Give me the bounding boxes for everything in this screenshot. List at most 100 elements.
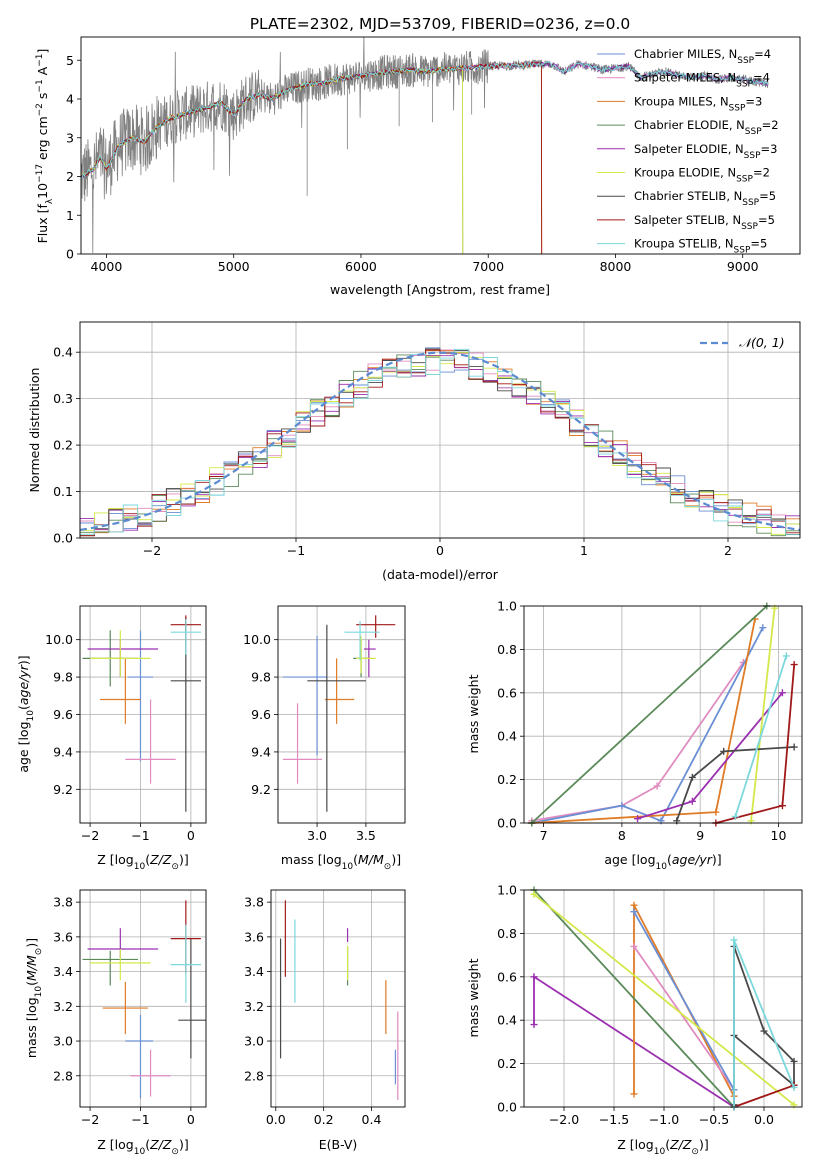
y-tick-label: 3.4 (244, 964, 264, 979)
y-axis-label: mass weight (466, 674, 481, 753)
y-tick-label: 0.6 (497, 969, 517, 984)
y-tick-label: 0.3 (53, 391, 73, 406)
x-axis-label: age [log10(age/yr)] (604, 852, 721, 872)
label-part: 10 (26, 710, 36, 722)
label-part: SSP (744, 151, 761, 161)
y-tick-label: 9.4 (251, 744, 271, 759)
plot-area (279, 900, 399, 1101)
label-part: 10 (34, 986, 44, 998)
residual-histogram-panel: −2 −1 0 1 2 0.0 0.1 0.2 0.3 0.4 𝒩(0, 1) (data-model… (27, 321, 801, 582)
x-axis-label: wavelength [Angstrom, rest frame] (330, 282, 550, 297)
y-tick-label: 3.2 (244, 999, 264, 1014)
series-marker (790, 743, 798, 751)
y-tick-label: 0.0 (497, 816, 517, 831)
y-tick-label: 1.0 (497, 599, 517, 614)
label-part: ⊙ (34, 948, 44, 956)
y-tick-label: 0.8 (497, 642, 517, 657)
label-part: =4 (754, 47, 771, 61)
y-tick-label: 9.2 (251, 782, 271, 797)
series-marker (630, 1090, 638, 1098)
label-part: Kroupa STELIB, N (634, 237, 734, 251)
series-marker (630, 942, 638, 950)
series-marker (730, 936, 738, 944)
series-marker (778, 689, 786, 697)
label-part: SSP (734, 246, 751, 256)
label-part: ⊙ (171, 1147, 179, 1157)
label-part: λ (45, 198, 55, 204)
y-tick-label: 3.8 (244, 895, 264, 910)
y-tick-label: 0.4 (497, 729, 517, 744)
label-part: Chabrier STELIB, N (634, 189, 742, 203)
y-tick-label: 0.0 (53, 531, 73, 546)
x-tick-label: 9000 (727, 259, 759, 274)
series-marker (720, 747, 728, 755)
plot-area (530, 886, 798, 1111)
label-part: SSP (745, 127, 762, 137)
x-tick-label: 0 (187, 828, 195, 843)
label-part: ( (667, 852, 672, 867)
y-tick-label: 0.4 (53, 345, 73, 360)
label-part: SSP (737, 56, 754, 66)
label-part: Salpeter ELODIE, N (634, 142, 744, 156)
label-part: =2 (762, 118, 779, 132)
x-tick-label: 0.4 (362, 1112, 382, 1127)
x-tick-label: 1 (580, 543, 588, 558)
age-vs-metallicity-panel: −2 −1 09.29.49.69.810.0Z [log10(Z/Z⊙)]age … (16, 605, 207, 872)
spectrum-model-line (81, 62, 543, 254)
x-axis-label: Z [log10(Z/Z⊙)] (97, 1137, 188, 1157)
legend-label: Kroupa STELIB, NSSP=5 (634, 237, 767, 256)
y-tick-label: 3.6 (244, 929, 264, 944)
histogram-step (79, 348, 800, 538)
series-marker (653, 782, 661, 790)
label-part: Kroupa ELODIE, N (634, 166, 736, 180)
label-part: ( (145, 852, 150, 867)
legend-label: Kroupa ELODIE, NSSP=2 (634, 166, 770, 185)
y-axis-label: Normed distribution (27, 368, 42, 493)
legend-label: Salpeter MILES, NSSP=4 (634, 71, 770, 90)
label-part: M/M (24, 955, 39, 981)
x-tick-label: 7000 (472, 259, 504, 274)
x-tick-label: −2.0 (549, 1112, 579, 1127)
label-part: −2 (35, 103, 45, 116)
x-tick-label: 5000 (218, 259, 250, 274)
label-part: ⊙ (384, 862, 392, 872)
label-part: 10 (134, 1147, 146, 1157)
y-axis-label: mass [log10(M/M⊙)] (24, 938, 44, 1058)
label-part: mass [log (24, 997, 39, 1058)
mass-vs-extinction-panel: 0.0 0.2 0.4 2.8 3.0 3.2 3.4 3.6 3.8 E(B-V) (244, 889, 406, 1152)
label-part: ⊙ (691, 1147, 699, 1157)
label-part: =3 (761, 142, 778, 156)
series-marker (618, 802, 626, 810)
label-part: 10 (654, 1147, 666, 1157)
label-part: )] (24, 938, 39, 948)
label-part: −17 (35, 164, 45, 183)
series-marker (530, 890, 538, 898)
y-tick-label: 1 (66, 208, 74, 223)
axes-frame (270, 889, 406, 1108)
series-marker (630, 901, 638, 909)
label-part: mass [log (281, 852, 342, 867)
label-part: 10 (342, 862, 354, 872)
x-tick-label: −1 (131, 828, 149, 843)
y-tick-label: 0.1 (53, 484, 73, 499)
x-tick-label: −2 (81, 828, 99, 843)
legend-label: Chabrier ELODIE, NSSP=2 (634, 118, 779, 137)
label-part: Chabrier MILES, N (634, 47, 737, 61)
label-part: ⊙ (171, 862, 179, 872)
y-axis-label: mass weight (466, 958, 481, 1037)
plot-area (79, 347, 801, 538)
series-marker (688, 797, 696, 805)
series-marker (760, 1027, 768, 1035)
axes-frame (79, 889, 207, 1108)
y-tick-label: 9.8 (251, 670, 271, 685)
x-tick-label: 0.0 (266, 1112, 286, 1127)
label-part: −1 (35, 79, 45, 92)
y-axis-label: age [log10(age/yr)] (16, 655, 36, 772)
y-tick-label: 10.0 (243, 632, 271, 647)
figure-title: PLATE=2302, MJD=53709, FIBERID=0236, z=0… (250, 15, 631, 33)
label-part: age [log (16, 721, 31, 772)
label-part: SSP (741, 222, 758, 232)
label-part: 10 (134, 862, 146, 872)
y-tick-label: 0.2 (497, 772, 517, 787)
